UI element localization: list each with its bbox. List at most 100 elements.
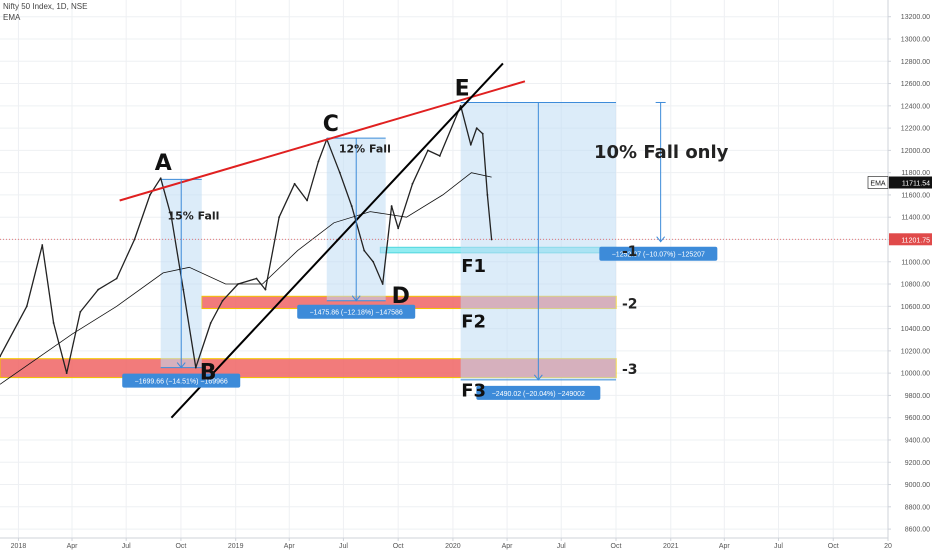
- measure-readout-box: [122, 373, 241, 388]
- price-axis-label: 10600.00: [901, 304, 930, 311]
- time-axis-label: Oct: [611, 543, 622, 550]
- price-point: [381, 283, 384, 285]
- time-axis-label: Oct: [175, 543, 186, 550]
- time-axis-label: 2019: [228, 543, 244, 550]
- price-point: [486, 194, 489, 196]
- time-axis-label: Apr: [502, 543, 514, 550]
- pivot-label-A: A: [155, 151, 172, 176]
- price-point: [278, 216, 281, 219]
- price-point: [52, 322, 55, 324]
- price-point: [25, 305, 28, 308]
- fall-label: 12% Fall: [339, 143, 391, 156]
- time-axis-label: 2020: [445, 543, 461, 550]
- pivot-label-B: B: [200, 361, 217, 386]
- trendline-support: [170, 62, 504, 419]
- price-axis-label: 9000.00: [905, 482, 930, 489]
- price-point: [65, 372, 68, 375]
- zone-tag-F1: -1: [622, 244, 638, 260]
- price-axis-label: 12000.00: [901, 148, 930, 155]
- price-axis-label: 9800.00: [905, 393, 930, 400]
- time-axis-label: 2018: [11, 543, 27, 550]
- time-axis-label: Apr: [719, 543, 731, 550]
- ema-tag-name: EMA: [870, 181, 886, 188]
- price-axis-label: 12600.00: [901, 81, 930, 88]
- price-axis-label: 11600.00: [901, 192, 930, 199]
- ema-tag-value: 11711.54: [902, 181, 930, 188]
- symbol-title: Nifty 50 Index, 1D, NSE: [3, 2, 88, 11]
- price-point: [317, 160, 320, 163]
- price-axis-label: 10800.00: [901, 282, 930, 289]
- price-point: [264, 288, 267, 291]
- price-point: [182, 288, 185, 291]
- measure-arrow-head: [176, 362, 186, 369]
- time-axis-label: 20: [884, 543, 892, 550]
- price-point: [350, 205, 353, 207]
- price-point: [338, 171, 341, 174]
- time-axis-label: Apr: [284, 543, 296, 550]
- price-point: [469, 143, 472, 146]
- indicator-label: EMA: [3, 13, 21, 22]
- price-point: [255, 277, 258, 280]
- time-axis-label: Jul: [774, 543, 783, 550]
- last-price-tag-box: [889, 233, 932, 246]
- pivot-label-E: E: [455, 77, 470, 102]
- price-point: [221, 299, 224, 302]
- price-point: [209, 322, 212, 324]
- price-point: [133, 238, 136, 241]
- price-point: [397, 227, 400, 230]
- price-point: [390, 205, 393, 207]
- price-point: [159, 177, 162, 180]
- price-point: [363, 249, 366, 252]
- time-axis-label: Jul: [122, 543, 131, 550]
- measure-readout-text: −2490.02 (−20.04%) −249002: [492, 391, 585, 398]
- price-axis-label: 11400.00: [901, 215, 930, 222]
- price-axis-label: 11800.00: [901, 170, 930, 177]
- zone-label-F2: F2: [461, 312, 486, 333]
- price-point: [475, 127, 478, 129]
- price-axis-label: 12200.00: [901, 126, 930, 133]
- measure-readout-text: −1699.66 (−14.51%) −169966: [135, 379, 228, 386]
- price-axis-label: 9200.00: [905, 460, 930, 467]
- price-point: [481, 132, 484, 135]
- measure-readout-box: [476, 385, 601, 400]
- price-point: [411, 182, 414, 185]
- measure-readout-box: [297, 304, 416, 319]
- fall-label: 15% Fall: [167, 209, 219, 222]
- price-axis-label: 12400.00: [901, 103, 930, 110]
- ema-tag-name-box: [867, 176, 889, 189]
- measure-readout-text: −1252.07 (−10.07%) −125207: [612, 252, 705, 259]
- price-axis-label: 10400.00: [901, 326, 930, 333]
- time-axis-label: Jul: [339, 543, 348, 550]
- price-axis-label: 12800.00: [901, 59, 930, 66]
- price-axis-label: 9400.00: [905, 437, 930, 444]
- price-axis-label: 8800.00: [905, 504, 930, 511]
- time-axis-label: 2021: [663, 543, 679, 550]
- measure-arrow-head: [656, 236, 666, 243]
- price-point: [149, 194, 151, 196]
- time-axis-label: Oct: [393, 543, 404, 550]
- price-axis-label: 10000.00: [901, 371, 930, 378]
- pivot-label-D: D: [392, 284, 410, 309]
- last-price-tag: 11201.75: [901, 237, 930, 244]
- price-point: [97, 288, 100, 291]
- fall-label: 10% Fall only: [594, 142, 729, 163]
- price-axis-label: 9600.00: [905, 415, 930, 422]
- price-axis-label: 8600.00: [905, 527, 930, 534]
- price-point: [427, 149, 429, 152]
- price-point: [438, 155, 441, 157]
- time-axis-label: Jul: [557, 543, 566, 550]
- price-point: [0, 355, 1, 358]
- price-point: [79, 310, 82, 313]
- zone-tag-F2: -2: [622, 296, 638, 312]
- zone-tag-F3: -3: [622, 362, 638, 378]
- price-axis-label: 13000.00: [901, 36, 930, 43]
- time-axis-label: Oct: [828, 543, 839, 550]
- price-point: [115, 277, 118, 280]
- ema-series-line: [0, 172, 492, 385]
- price-series-line: [0, 105, 493, 374]
- price-point: [194, 366, 197, 369]
- measure-readout-box: [599, 246, 718, 261]
- price-axis-bg: [888, 0, 932, 550]
